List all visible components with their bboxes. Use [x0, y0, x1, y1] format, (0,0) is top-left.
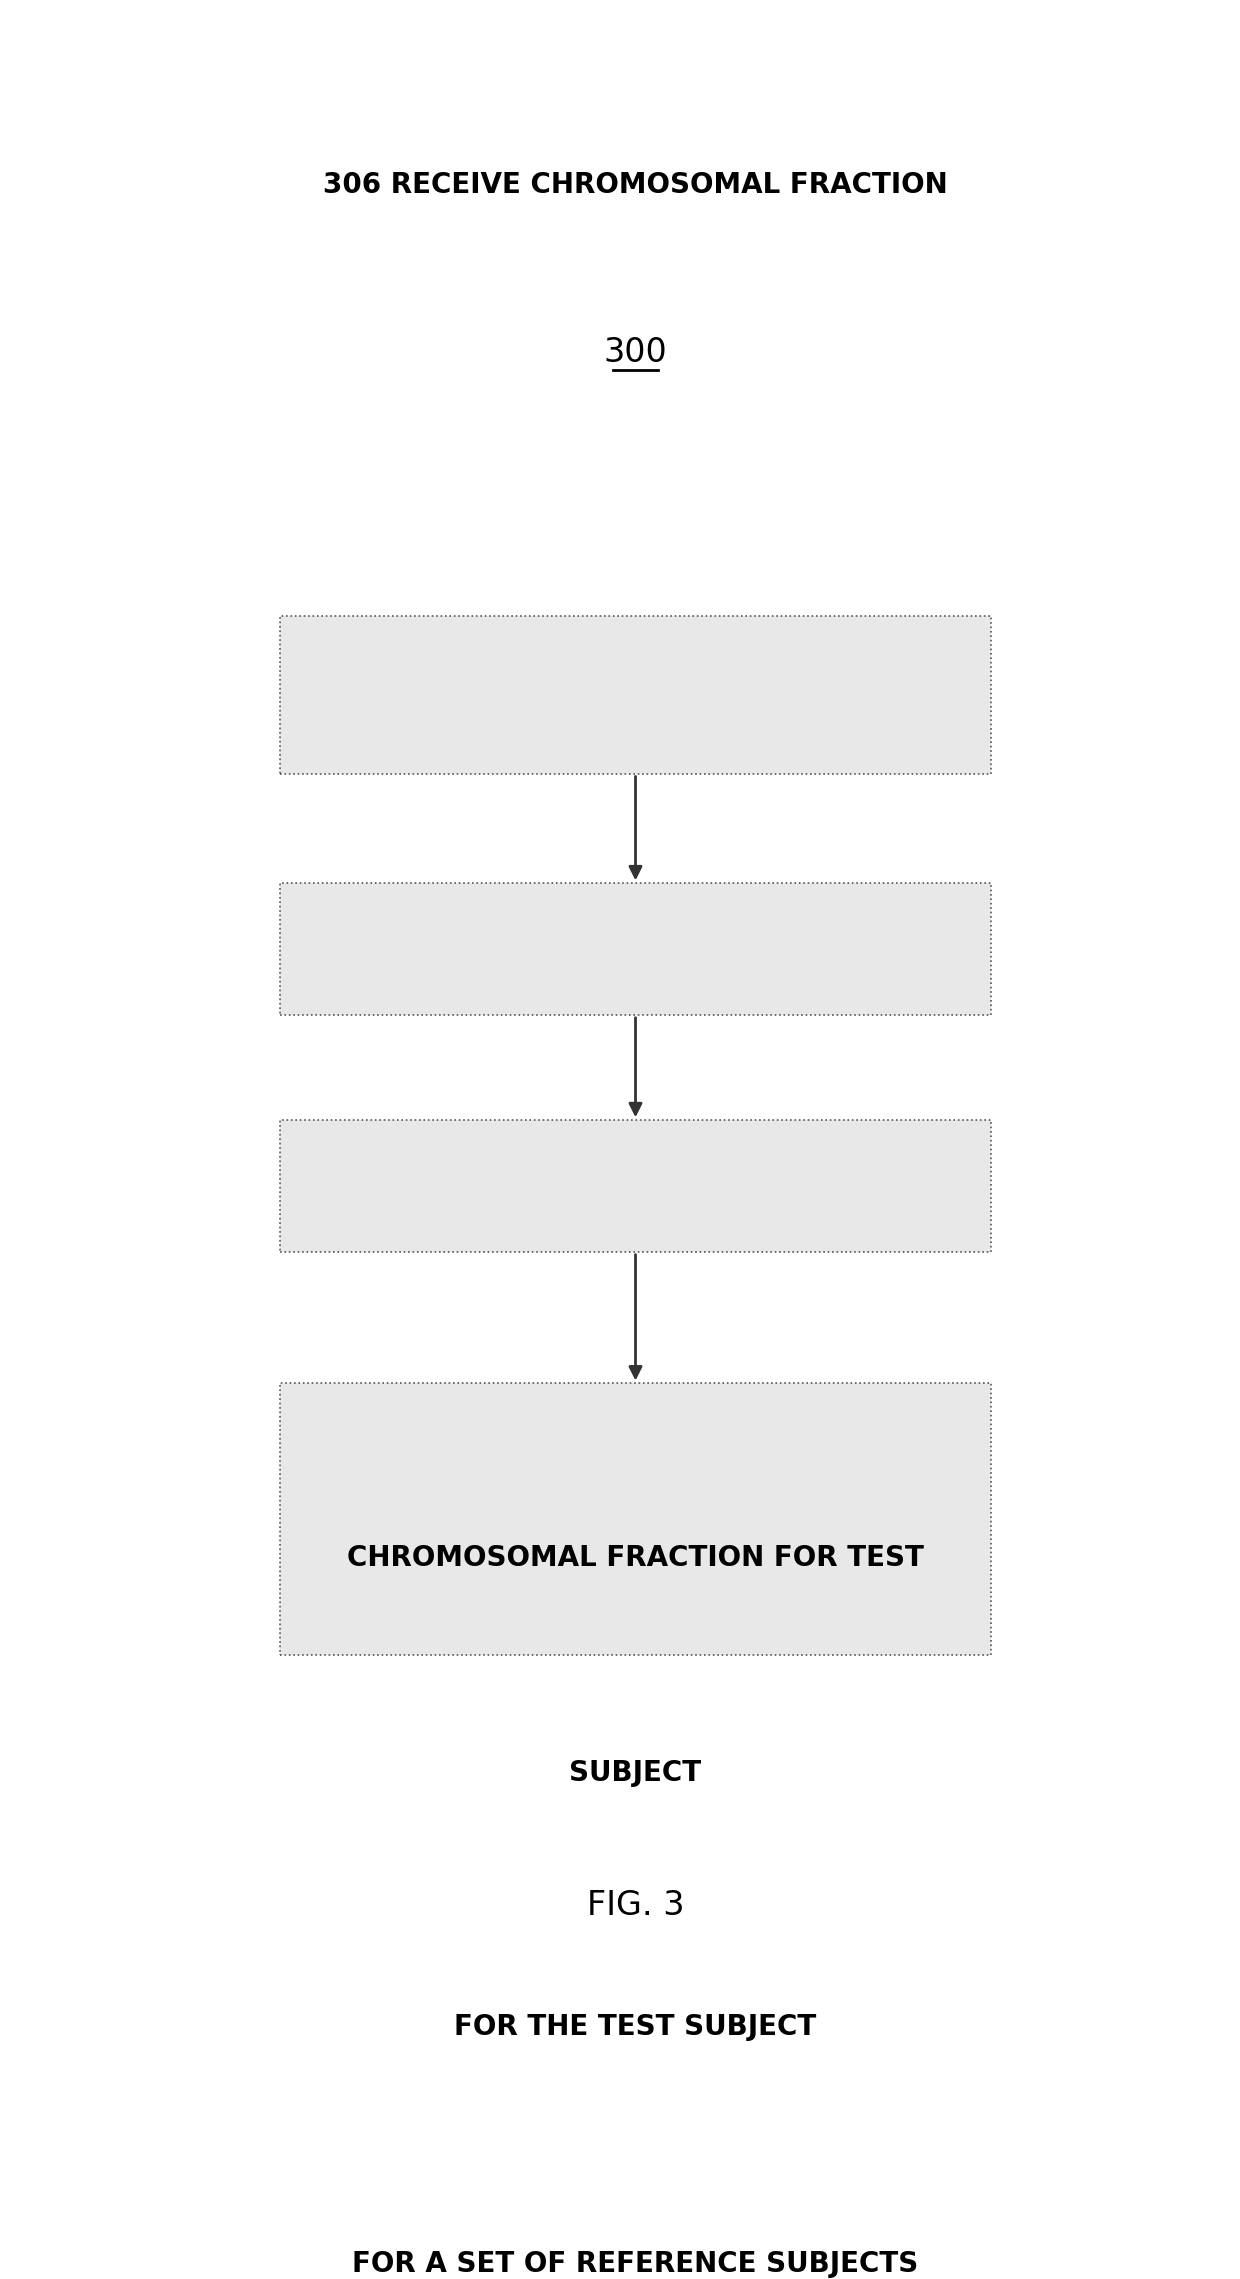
Text: CHROMOSOMAL FRACTION FOR TEST: CHROMOSOMAL FRACTION FOR TEST — [347, 1543, 924, 1573]
Text: FIG. 3: FIG. 3 — [587, 1889, 684, 1921]
Text: 306 RECEIVE CHROMOSOMAL FRACTION: 306 RECEIVE CHROMOSOMAL FRACTION — [324, 171, 947, 198]
FancyBboxPatch shape — [280, 615, 991, 773]
FancyBboxPatch shape — [280, 884, 991, 1014]
Text: FOR THE TEST SUBJECT: FOR THE TEST SUBJECT — [454, 2012, 817, 2042]
FancyBboxPatch shape — [280, 1121, 991, 1251]
Text: SUBJECT: SUBJECT — [569, 1759, 702, 1787]
Text: 300: 300 — [604, 335, 667, 369]
FancyBboxPatch shape — [280, 1383, 991, 1655]
Text: FOR A SET OF REFERENCE SUBJECTS: FOR A SET OF REFERENCE SUBJECTS — [352, 2249, 919, 2279]
